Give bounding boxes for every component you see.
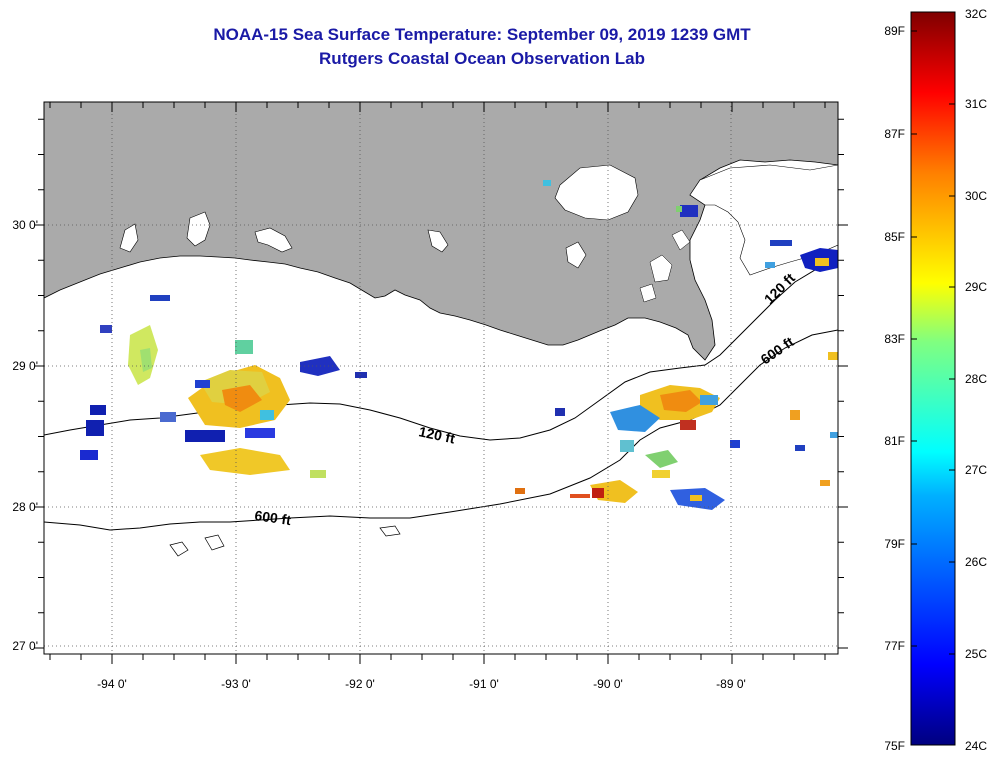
lon-label: -89 0' [716,677,746,691]
contour-label-120ft-west: 120 ft [417,423,456,446]
colorbar-gradient [910,11,956,746]
lat-label: 28 0' [12,500,38,514]
lat-label: 30 0' [12,218,38,232]
land-mass [44,102,838,361]
lake-pontchartrain [554,164,639,221]
colorbar-f-label: 77F [884,639,905,653]
colorbar-c-label: 29C [965,280,987,294]
map-title: NOAA-15 Sea Surface Temperature: Septemb… [213,25,751,44]
lon-label: -92 0' [345,677,375,691]
colorbar-f-label: 75F [884,739,905,753]
lon-label: -91 0' [469,677,499,691]
map-subtitle: Rutgers Coastal Ocean Observation Lab [319,49,645,68]
colorbar-c-label: 30C [965,189,987,203]
colorbar-c-label: 32C [965,7,987,21]
colorbar-c-label: 27C [965,463,987,477]
colorbar-f-label: 79F [884,537,905,551]
lake-white [427,229,449,253]
contour-120ft-west [44,261,838,441]
chandeleur-sound [689,164,838,276]
colorbar-f-label: 89F [884,24,905,38]
shelf-break-small [169,525,401,557]
colorbar: 89F 87F 85F 83F 81F 79F 77F 75F 32C 31C … [884,7,987,753]
lake-calcasieu [186,211,211,247]
colorbar-c-label: 24C [965,739,987,753]
lat-label: 27 0' [12,639,38,653]
colorbar-c-label: 28C [965,372,987,386]
lat-label: 29 0' [12,359,38,373]
lake-salvador [565,241,587,269]
colorbar-f-label: 81F [884,434,905,448]
map-frame [43,101,839,655]
frame-ticks [34,102,848,664]
lon-label: -90 0' [593,677,623,691]
contour-600ft [44,329,838,531]
marsh-islands [639,229,691,303]
longitude-labels: -94 0' -93 0' -92 0' -91 0' -90 0' -89 0… [97,677,746,691]
colorbar-f-label: 87F [884,127,905,141]
colorbar-c-label: 25C [965,647,987,661]
lake-sabine [119,223,139,253]
colorbar-c-label: 26C [965,555,987,569]
lake-grand [254,227,293,253]
lon-label: -93 0' [221,677,251,691]
graticule [44,102,838,654]
colorbar-c-label: 31C [965,97,987,111]
colorbar-f-label: 85F [884,230,905,244]
sst-data-patches [80,180,838,510]
colorbar-f-label: 83F [884,332,905,346]
latitude-labels: 30 0' 29 0' 28 0' 27 0' [12,218,38,653]
lon-label: -94 0' [97,677,127,691]
contour-label-600ft-west: 600 ft [254,507,293,528]
